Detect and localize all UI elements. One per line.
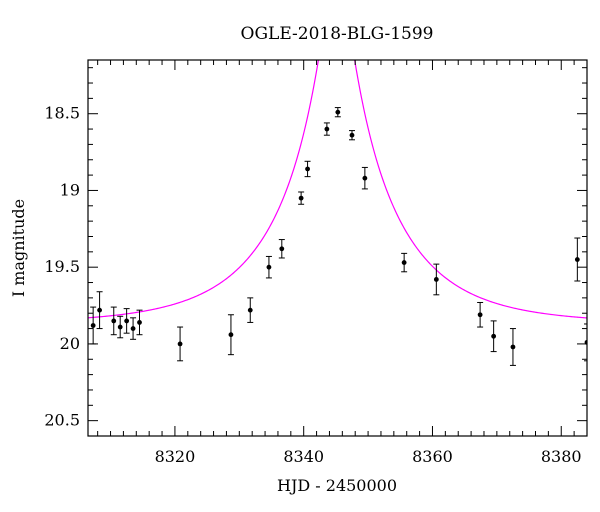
data-marker: [491, 333, 497, 339]
data-marker: [111, 318, 117, 324]
data-marker: [97, 307, 102, 313]
data-marker: [349, 132, 355, 138]
data-marker: [574, 257, 580, 262]
data-marker: [433, 277, 439, 282]
data-marker: [362, 175, 368, 181]
data-point: [177, 326, 184, 362]
data-marker: [335, 109, 341, 115]
plot-frame: [87, 59, 588, 437]
data-marker: [266, 264, 272, 270]
y-tick-label: 19: [60, 180, 80, 199]
data-point: [433, 263, 440, 296]
data-point: [278, 239, 285, 259]
data-point: [123, 308, 130, 334]
data-marker: [117, 324, 123, 330]
data-point: [117, 315, 124, 339]
data-marker: [477, 312, 483, 318]
data-point: [574, 237, 581, 282]
data-point: [247, 297, 254, 323]
data-point: [348, 130, 355, 141]
data-point: [509, 328, 516, 366]
data-point: [130, 317, 137, 340]
data-point: [265, 255, 272, 279]
x-axis-label: HJD - 2450000: [277, 476, 397, 495]
data-point: [90, 306, 97, 345]
data-point: [490, 320, 497, 353]
data-marker: [305, 166, 310, 172]
data-marker: [177, 341, 183, 347]
y-axis-label: I magnitude: [9, 199, 28, 297]
data-marker: [324, 126, 330, 132]
y-tick-label: 20: [60, 334, 80, 353]
chart-title: OGLE-2018-BLG-1599: [241, 24, 434, 44]
data-point: [227, 314, 234, 356]
data-point: [298, 191, 305, 205]
data-point: [96, 291, 103, 330]
data-point: [110, 306, 117, 336]
data-marker: [510, 344, 516, 350]
data-point: [401, 252, 408, 273]
data-marker: [124, 318, 130, 324]
data-marker: [90, 323, 96, 328]
model-curve: [88, 60, 587, 319]
data-point: [477, 301, 484, 328]
data-marker: [279, 246, 285, 252]
data-point: [334, 107, 341, 118]
data-point: [361, 166, 368, 190]
data-marker: [401, 260, 407, 265]
data-marker: [247, 307, 253, 313]
x-tick-label: 8380: [541, 447, 582, 466]
y-tick-label: 20.5: [44, 411, 80, 430]
data-point: [304, 160, 311, 178]
data-marker: [130, 326, 136, 331]
x-tick-label: 8340: [283, 447, 324, 466]
data-point: [323, 122, 330, 136]
data-marker: [298, 195, 304, 201]
data-marker: [137, 320, 142, 325]
data-point: [136, 309, 143, 336]
x-tick-label: 8320: [155, 447, 196, 466]
data-marker: [228, 332, 234, 338]
y-tick-label: 18.5: [44, 104, 80, 123]
y-tick-label: 19.5: [44, 257, 80, 276]
x-tick-label: 8360: [412, 447, 453, 466]
